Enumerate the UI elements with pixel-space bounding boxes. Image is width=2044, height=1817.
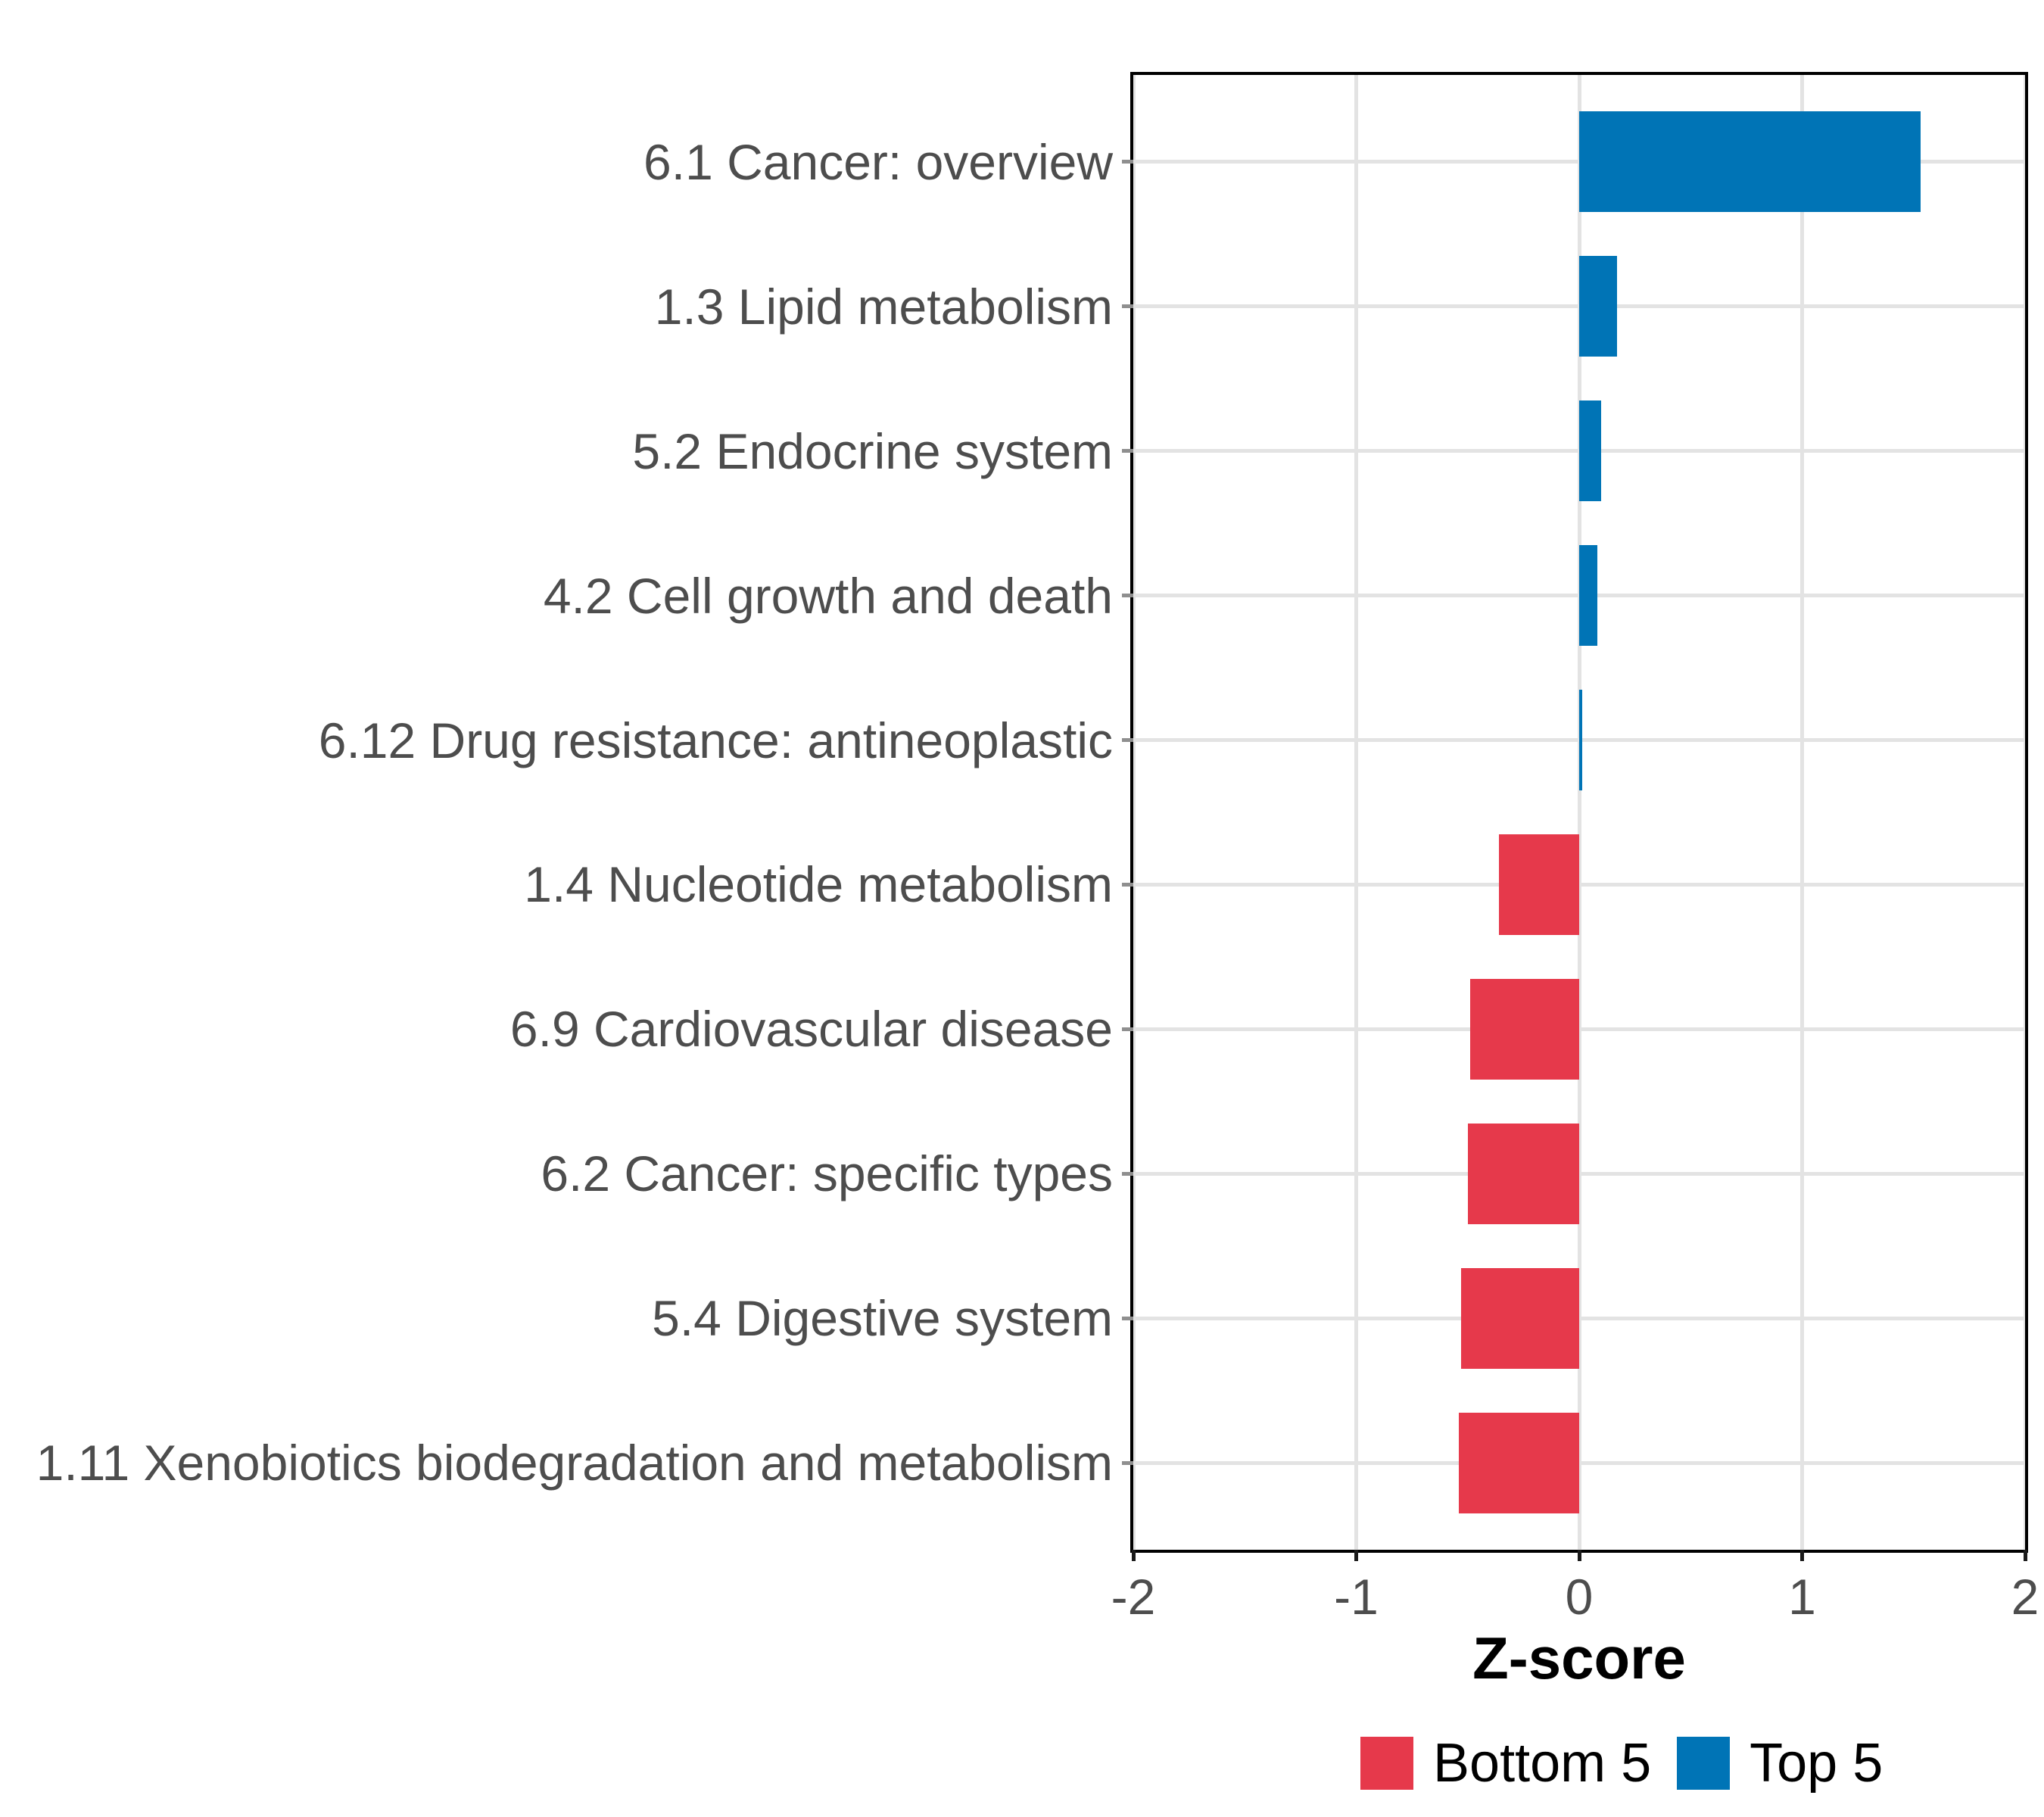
y-axis-tick [1122, 882, 1133, 887]
gridline-horizontal [1133, 1171, 2025, 1176]
x-tick-label: 1 [1788, 1569, 1816, 1625]
x-axis-tick [1800, 1550, 1804, 1561]
x-axis-title: Z-score [1472, 1625, 1686, 1691]
gridline-vertical [1131, 75, 1136, 1550]
gridline-horizontal [1133, 1027, 2025, 1031]
bar-6.1 Cancer: overview [1579, 111, 1921, 213]
x-tick-label: 2 [2011, 1569, 2039, 1625]
legend-key-bottom5 [1360, 1737, 1413, 1790]
bar-6.12 Drug resistance: antineoplastic [1579, 690, 1583, 790]
y-axis-tick [1122, 738, 1133, 742]
x-tick-label: 0 [1565, 1569, 1594, 1625]
x-tick-label: -1 [1334, 1569, 1379, 1625]
y-axis-tick [1122, 1316, 1133, 1320]
bar-5.2 Endocrine system [1579, 400, 1602, 502]
y-axis-tick [1122, 594, 1133, 598]
y-axis-tick [1122, 160, 1133, 164]
category-label: 6.1 Cancer: overview [643, 133, 1113, 190]
category-label: 5.4 Digestive system [652, 1290, 1113, 1347]
bar-6.9 Cardiovascular disease [1469, 978, 1579, 1080]
bar-1.3 Lipid metabolism [1579, 256, 1618, 357]
bar-5.4 Digestive system [1460, 1267, 1579, 1369]
bar-4.2 Cell growth and death [1579, 545, 1597, 647]
category-label: 1.11 Xenobiotics biodegradation and meta… [36, 1435, 1113, 1491]
y-axis-tick [1122, 449, 1133, 453]
legend-label-top5: Top 5 [1750, 1733, 1884, 1794]
gridline-vertical [1577, 75, 1581, 1550]
legend-entry-bottom5: Bottom 5 [1360, 1732, 1651, 1794]
legend-key-top5 [1677, 1737, 1731, 1790]
plot-panel-border [1130, 72, 2028, 1553]
category-label: 6.9 Cardiovascular disease [509, 1001, 1113, 1058]
legend: Bottom 5 Top 5 [1360, 1732, 1883, 1794]
y-axis-tick [1122, 304, 1133, 309]
gridline-horizontal [1133, 1316, 2025, 1320]
category-label: 5.2 Endocrine system [632, 422, 1113, 479]
x-axis-tick [1131, 1550, 1136, 1561]
x-axis-tick [1577, 1550, 1581, 1561]
category-label: 1.4 Nucleotide metabolism [524, 856, 1113, 913]
gridline-horizontal [1133, 882, 2025, 887]
legend-entry-top5: Top 5 [1677, 1732, 1883, 1794]
bar-6.2 Cancer: specific types [1467, 1123, 1579, 1224]
x-axis-tick [1354, 1550, 1358, 1561]
gridline-vertical [1800, 75, 1804, 1550]
gridline-vertical [1354, 75, 1358, 1550]
bar-1.4 Nucleotide metabolism [1498, 834, 1579, 935]
y-axis-tick [1122, 1171, 1133, 1176]
category-label: 1.3 Lipid metabolism [654, 278, 1113, 335]
legend-label-bottom5: Bottom 5 [1433, 1733, 1652, 1794]
x-tick-label: -2 [1111, 1569, 1156, 1625]
x-axis-tick [2023, 1550, 2027, 1561]
bar-1.11 Xenobiotics biodegradation and metabolism [1458, 1412, 1579, 1513]
y-axis-tick [1122, 1027, 1133, 1031]
category-label: 6.2 Cancer: specific types [541, 1145, 1113, 1202]
category-label: 4.2 Cell growth and death [543, 567, 1113, 624]
y-axis-tick [1122, 1460, 1133, 1465]
gridline-horizontal [1133, 1460, 2025, 1465]
category-label: 6.12 Drug resistance: antineoplastic [318, 712, 1113, 768]
